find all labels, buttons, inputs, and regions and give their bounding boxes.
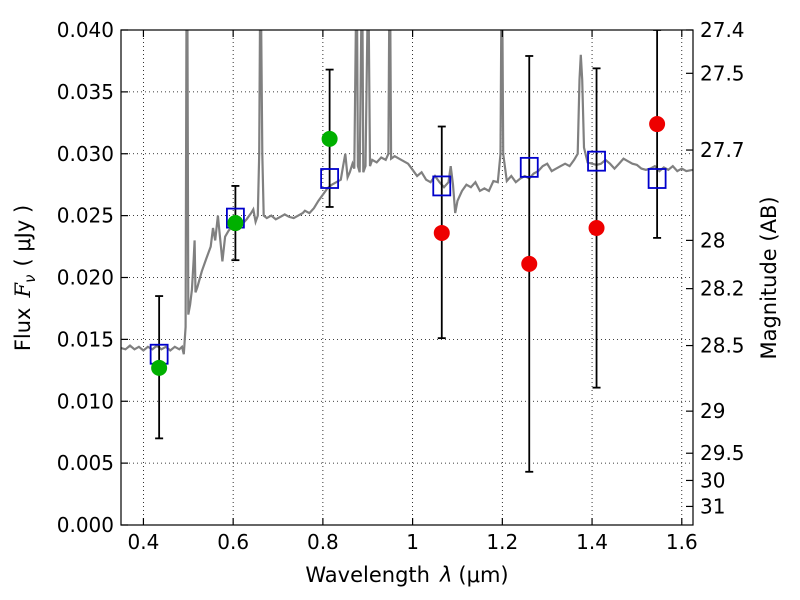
model-spectrum-line (121, 30, 693, 355)
y2-tick-label: 27.4 (700, 18, 745, 42)
plot-background (121, 30, 693, 525)
upper-limit-point (433, 224, 450, 241)
axis-ticks (121, 29, 693, 526)
upper-limit-point (649, 116, 666, 133)
y2-tick-label: 28.5 (700, 334, 745, 358)
x-tick-label: 1.2 (486, 530, 518, 554)
y2-tick-label: 31 (700, 494, 725, 518)
y-tick-label: 0.035 (57, 80, 114, 104)
y2-tick-label: 30 (700, 468, 725, 492)
x-tick-label: 1 (406, 530, 419, 554)
x-tick-label: 1.4 (576, 530, 608, 554)
y2-axis-label: Magnitude (AB) (757, 196, 781, 359)
model-flux-square (587, 150, 606, 172)
x-tick-label: 0.4 (128, 530, 160, 554)
y-tick-label: 0.005 (57, 451, 114, 475)
model-flux-square (647, 168, 667, 189)
y-tick-label: 0.000 (57, 513, 114, 537)
y2-tick-label: 28.2 (700, 277, 745, 301)
upper-limit-point (521, 255, 538, 272)
model-flux-square (519, 156, 539, 178)
detection-point (227, 215, 244, 232)
observed-flux-markers (151, 116, 666, 376)
x-axis-label: Wavelength λ (μm) (305, 563, 508, 587)
model-flux-square (432, 175, 452, 197)
model-flux-square (320, 168, 340, 189)
detection-point (321, 130, 338, 147)
y2-tick-label: 29.5 (700, 441, 745, 465)
x-tick-label: 0.8 (307, 530, 339, 554)
upper-limit-point (588, 220, 605, 236)
y-tick-label: 0.020 (57, 266, 114, 290)
x-tick-label: 0.6 (217, 530, 249, 554)
y-tick-label: 0.010 (57, 389, 114, 413)
x-tick-label: 1.6 (666, 530, 698, 554)
y-axis-label: FluxFν( μJy ) (11, 205, 39, 351)
y-tick-label: 0.030 (57, 142, 114, 166)
y2-tick-label: 28 (700, 228, 725, 252)
detection-point (151, 359, 168, 376)
y-tick-label: 0.025 (57, 204, 114, 228)
x-tick-labels: 0.4 0.6 0.8 1 1.2 1.4 1.6 (128, 530, 698, 554)
y2-tick-label: 27.5 (700, 61, 745, 85)
y-tick-label: 0.040 (57, 18, 114, 42)
plot-area (121, 30, 693, 473)
y-tick-labels: 0.000 0.005 0.010 0.015 0.020 0.025 0.030 0.035… (57, 18, 114, 537)
y-tick-label: 0.015 (57, 327, 114, 351)
y2-tick-label: 29 (700, 399, 725, 423)
y2-tick-label: 27.7 (700, 138, 745, 162)
